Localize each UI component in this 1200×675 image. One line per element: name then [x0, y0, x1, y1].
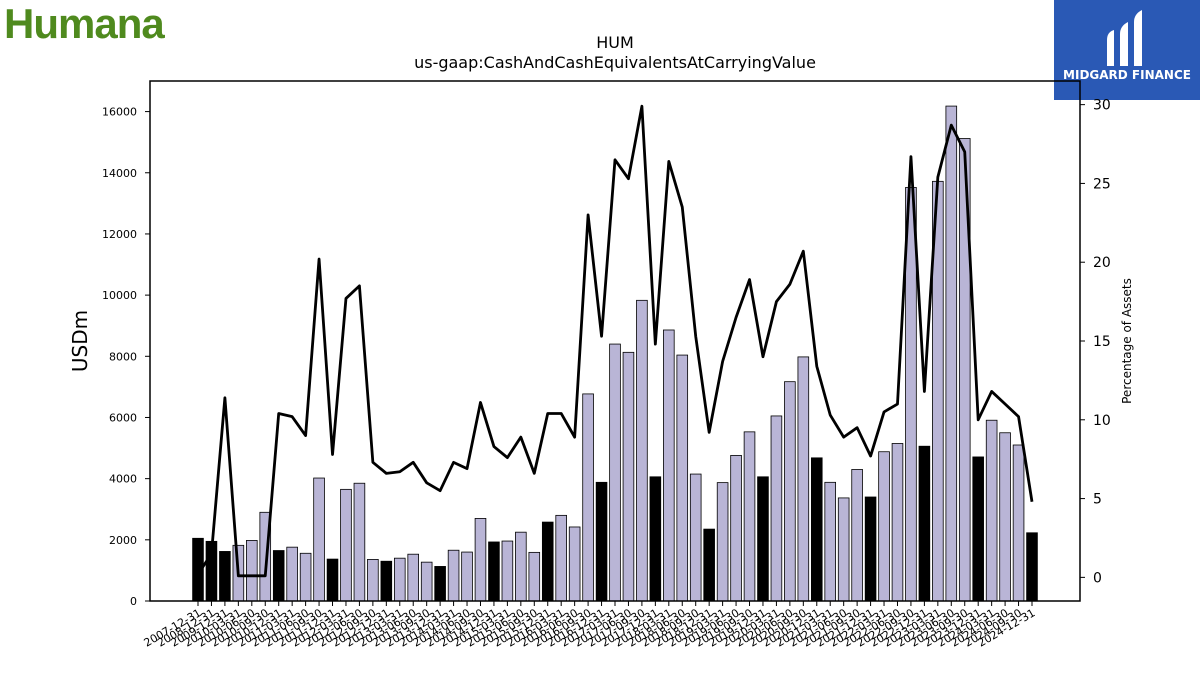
chart-subtitle: us-gaap:CashAndCashEquivalentsAtCarrying…	[414, 53, 816, 72]
y-tick-label: 16000	[102, 106, 137, 119]
bar-2016-06-30	[568, 526, 581, 602]
bar-series	[192, 105, 1038, 602]
bar-2012-12-31	[380, 560, 393, 602]
bar-2018-12-31	[703, 528, 715, 602]
y-tick-label: 12000	[102, 228, 137, 241]
bar-2022-12-31	[918, 445, 931, 602]
bar-2017-12-31	[649, 476, 662, 602]
y-tick-label: 6000	[109, 411, 137, 424]
bar-2013-09-30	[420, 561, 433, 602]
bar-2014-03-31	[447, 549, 460, 602]
pct-of-assets-line	[196, 104, 1034, 578]
bar-2011-03-31	[286, 546, 298, 602]
y-tick-label: 14000	[102, 167, 137, 180]
pct-line-series	[196, 104, 1034, 578]
bar-2011-09-30	[313, 477, 325, 602]
bar-2018-06-30	[676, 354, 689, 602]
bar-2017-06-30	[622, 351, 635, 602]
midgard-finance-logo: MIDGARD FINANCE	[1054, 0, 1200, 100]
bar-2016-12-31	[595, 481, 608, 602]
bar-2021-06-30	[837, 497, 850, 602]
bar-2020-09-30	[797, 356, 810, 602]
bar-2012-06-30	[353, 482, 366, 602]
bar-2023-06-30	[945, 105, 958, 602]
bar-2017-09-30	[636, 299, 648, 602]
bar-2024-06-30	[999, 432, 1011, 602]
bar-2019-09-30	[743, 431, 756, 602]
bar-2021-12-31	[864, 496, 877, 602]
y-axis-ticks: 0 2000 4000 6000 8000 10000 12000 14000 16000	[102, 106, 150, 608]
humana-logo: Humana	[4, 0, 165, 47]
bar-2020-03-31	[770, 415, 783, 602]
bar-2017-03-31	[609, 343, 621, 602]
bar-2023-12-31	[972, 456, 984, 602]
bar-2015-12-31	[541, 521, 554, 602]
bar-2018-09-30	[689, 473, 702, 602]
bar-2013-06-30	[407, 553, 420, 602]
y-tick-label: 8000	[109, 350, 137, 363]
bar-2019-06-30	[730, 454, 742, 602]
bar-2016-03-31	[555, 514, 567, 602]
y2-tick-label: 30	[1093, 98, 1111, 114]
bar-2019-12-31	[757, 476, 769, 602]
bar-2015-09-30	[528, 551, 541, 602]
y2-tick-label: 25	[1093, 176, 1111, 192]
y2-axis-ticks: 0 5 10 15 20 25 30	[1080, 98, 1111, 586]
bar-2011-12-31	[326, 558, 339, 602]
bar-2020-06-30	[784, 381, 796, 602]
bar-2012-03-31	[340, 488, 352, 602]
bar-2014-06-30	[461, 551, 473, 602]
bar-2024-09-30	[1012, 444, 1025, 602]
bar-2016-09-30	[582, 393, 594, 602]
bar-2024-03-31	[985, 419, 998, 602]
bar-2021-09-30	[851, 469, 863, 602]
bar-2018-03-31	[663, 329, 675, 602]
bar-2010-12-31	[272, 550, 285, 602]
midgard-m-icon	[1107, 10, 1142, 66]
bar-2014-12-31	[488, 541, 500, 602]
x-axis-ticks: 2007-12-312008-12-312009-12-312010-03-31…	[142, 601, 1038, 650]
bar-2022-06-30	[891, 443, 904, 602]
bar-2010-06-30	[246, 540, 258, 602]
bar-2012-09-30	[367, 559, 379, 602]
y2-tick-label: 0	[1093, 570, 1102, 586]
bar-2014-09-30	[474, 518, 487, 602]
bar-2021-03-31	[824, 481, 837, 602]
chart-title: HUM	[596, 33, 634, 52]
plot-frame	[149, 80, 1081, 602]
logo-background	[1054, 0, 1200, 100]
y-tick-label: 10000	[102, 289, 137, 302]
y2-tick-label: 20	[1093, 255, 1111, 271]
bar-2024-12-31	[1026, 532, 1038, 602]
bar-2015-03-31	[501, 540, 514, 602]
y-tick-label: 2000	[109, 534, 137, 547]
y-tick-label: 0	[130, 595, 137, 608]
y-tick-label: 4000	[109, 473, 137, 486]
bar-2011-06-30	[299, 552, 312, 602]
bar-2015-06-30	[515, 531, 527, 602]
y2-axis-label: Percentage of Assets	[1120, 278, 1134, 404]
bar-2013-12-31	[434, 566, 446, 602]
logo-wordmark: MIDGARD FINANCE	[1063, 68, 1191, 82]
bar-2009-12-31	[219, 551, 231, 602]
y2-tick-label: 10	[1093, 413, 1111, 429]
y-axis-label: USDm	[68, 310, 92, 372]
bar-2022-03-31	[878, 451, 890, 602]
y2-tick-label: 15	[1093, 334, 1111, 350]
y2-tick-label: 5	[1093, 492, 1102, 508]
bar-2019-03-31	[716, 482, 729, 602]
bar-2013-03-31	[393, 557, 406, 602]
bar-2020-12-31	[810, 457, 823, 602]
